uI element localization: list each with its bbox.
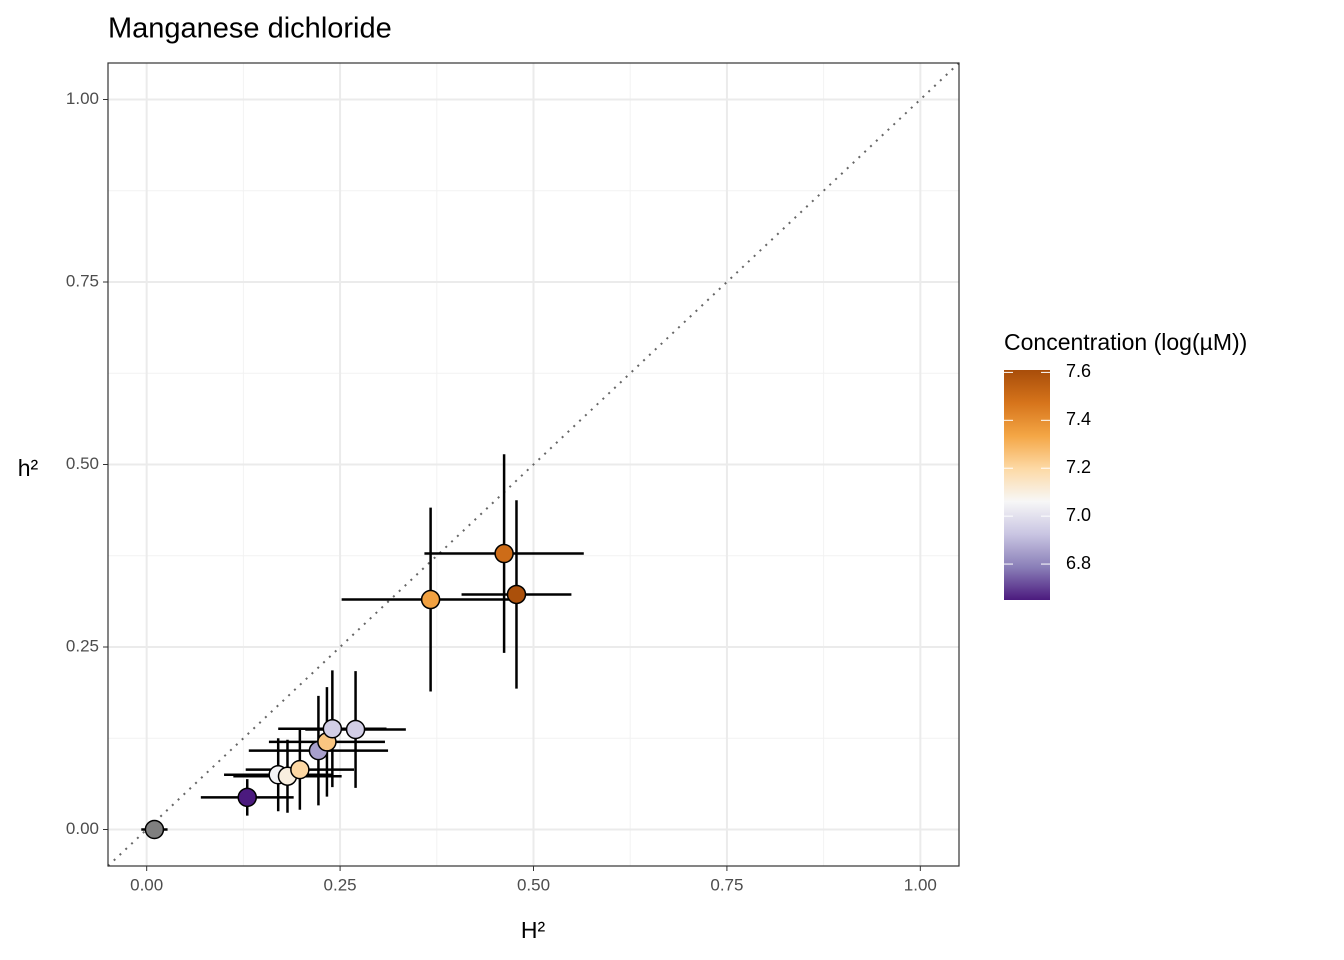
y-tick-label: 1.00 — [66, 89, 99, 108]
y-tick-label: 0.00 — [66, 819, 99, 838]
x-tick-label: 0.00 — [130, 875, 163, 894]
x-tick-label: 1.00 — [904, 875, 937, 894]
point — [237, 787, 258, 808]
x-tick-label: 0.75 — [710, 875, 743, 894]
plot-frame — [107, 62, 960, 867]
colorbar-tick-label: 7.4 — [1066, 409, 1091, 429]
point — [322, 719, 343, 739]
x-tick-label: 0.25 — [324, 875, 357, 894]
point — [290, 759, 310, 780]
point — [420, 589, 441, 610]
point — [506, 584, 527, 605]
y-tick-label: 0.25 — [66, 636, 99, 655]
colorbar-tick-label: 6.8 — [1066, 553, 1091, 573]
colorbar-tick-label: 7.6 — [1066, 361, 1091, 381]
point — [494, 543, 514, 564]
point — [144, 819, 165, 840]
legend-title: Concentration (log(µM)) — [1004, 329, 1247, 355]
identity-line — [107, 62, 960, 867]
y-axis-label: h² — [18, 455, 39, 481]
chart-title: Manganese dichloride — [108, 13, 392, 45]
x-tick-label: 0.50 — [517, 875, 550, 894]
colorbar-tick-label: 7.2 — [1066, 457, 1091, 477]
y-tick-label: 0.75 — [66, 271, 99, 290]
y-tick-label: 0.50 — [66, 454, 99, 473]
colorbar-tick-label: 7.0 — [1066, 505, 1091, 525]
point — [345, 719, 366, 740]
x-axis-label: H² — [521, 917, 546, 943]
colorbar — [1004, 370, 1050, 600]
